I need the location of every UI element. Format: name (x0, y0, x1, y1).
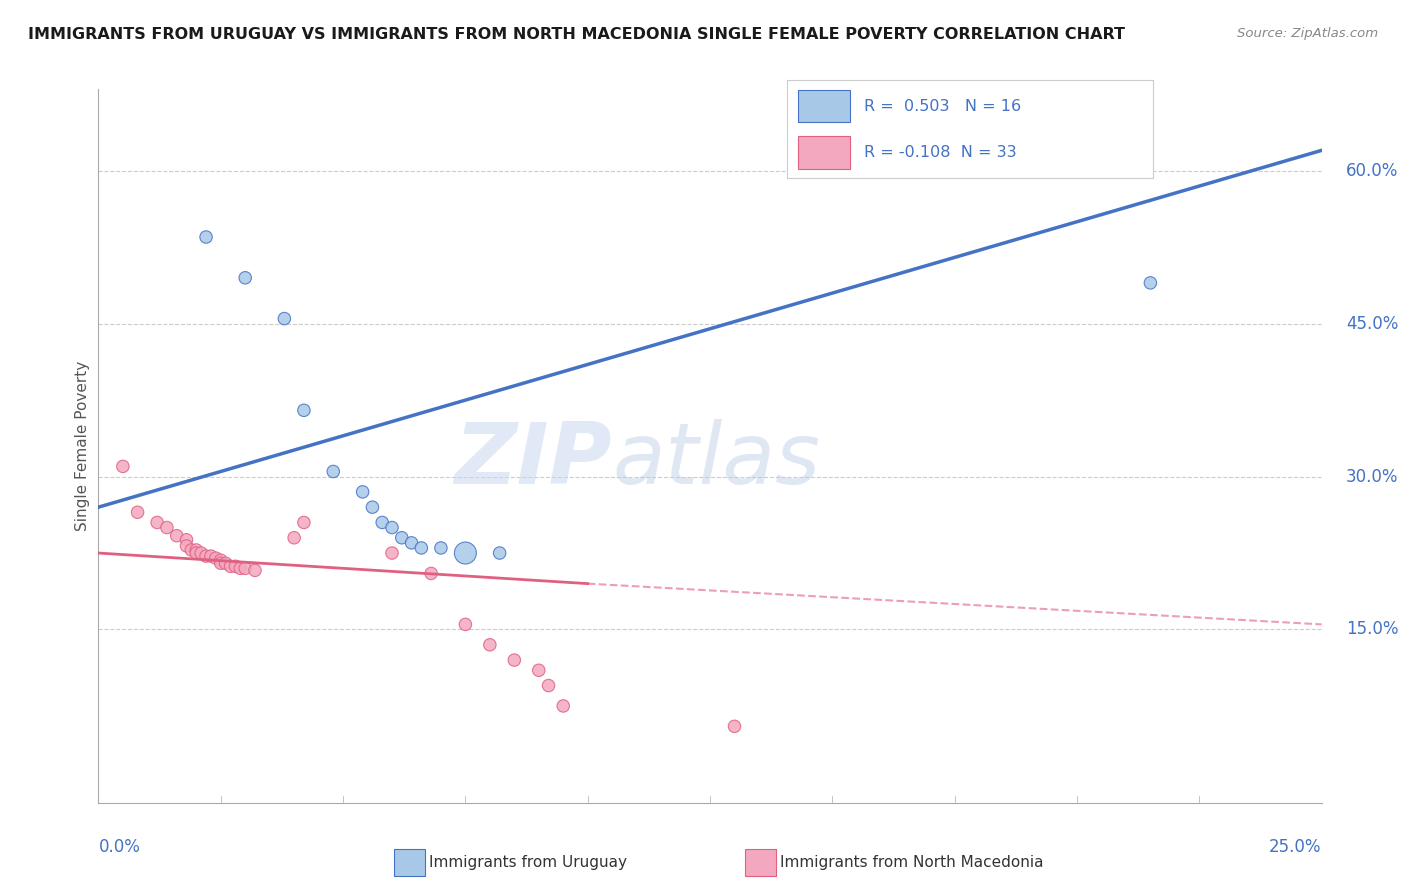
Point (401, 536, 423, 550)
Point (527, 663, 550, 677)
Point (283, 531, 305, 545)
Point (195, 549, 218, 563)
Text: 30.0%: 30.0% (1346, 467, 1399, 485)
Bar (799, 90, 849, 122)
Point (224, 559, 246, 574)
Point (205, 551, 228, 566)
Point (391, 531, 413, 545)
Point (186, 546, 208, 560)
Point (243, 563, 266, 577)
Point (381, 520, 404, 534)
Point (219, 559, 242, 574)
Point (233, 270, 256, 285)
Point (233, 561, 256, 575)
Text: ZIP: ZIP (454, 418, 612, 502)
Text: 45.0%: 45.0% (1346, 315, 1399, 333)
Text: 15.0%: 15.0% (1346, 621, 1399, 639)
Point (146, 516, 169, 530)
Point (381, 546, 404, 560)
Point (195, 230, 218, 244)
Point (229, 561, 252, 575)
Point (723, 719, 745, 733)
Point (553, 698, 575, 713)
Point (454, 617, 477, 632)
Point (1139, 276, 1161, 290)
Point (180, 543, 202, 558)
Point (503, 653, 526, 667)
Point (214, 556, 236, 570)
Point (352, 484, 374, 499)
Point (430, 541, 453, 555)
Point (292, 403, 315, 417)
Point (190, 546, 212, 560)
Point (166, 529, 188, 543)
Point (537, 679, 560, 693)
Point (127, 505, 149, 519)
Point (420, 566, 443, 581)
Text: atlas: atlas (612, 418, 820, 502)
Point (411, 541, 433, 555)
Text: Immigrants from North Macedonia: Immigrants from North Macedonia (780, 855, 1043, 870)
Point (454, 546, 477, 560)
Point (292, 516, 315, 530)
Point (156, 520, 179, 534)
Bar (799, 136, 849, 169)
Point (273, 311, 295, 326)
Point (371, 516, 394, 530)
Text: R =  0.503   N = 16: R = 0.503 N = 16 (865, 99, 1021, 114)
Point (488, 546, 510, 560)
Text: 25.0%: 25.0% (1270, 838, 1322, 856)
Point (209, 556, 232, 570)
Text: IMMIGRANTS FROM URUGUAY VS IMMIGRANTS FROM NORTH MACEDONIA SINGLE FEMALE POVERTY: IMMIGRANTS FROM URUGUAY VS IMMIGRANTS FR… (28, 27, 1125, 42)
Point (186, 543, 208, 558)
Text: Source: ZipAtlas.com: Source: ZipAtlas.com (1237, 27, 1378, 40)
Point (209, 553, 232, 567)
Y-axis label: Single Female Poverty: Single Female Poverty (75, 361, 90, 531)
Point (478, 638, 501, 652)
Text: 0.0%: 0.0% (98, 838, 141, 856)
Text: 60.0%: 60.0% (1346, 161, 1399, 180)
Point (111, 459, 134, 474)
Point (361, 500, 384, 515)
Text: R = -0.108  N = 33: R = -0.108 N = 33 (865, 145, 1017, 160)
Point (200, 549, 222, 563)
Point (176, 533, 198, 547)
Point (176, 539, 198, 553)
Text: Immigrants from Uruguay: Immigrants from Uruguay (429, 855, 627, 870)
Point (322, 465, 344, 479)
